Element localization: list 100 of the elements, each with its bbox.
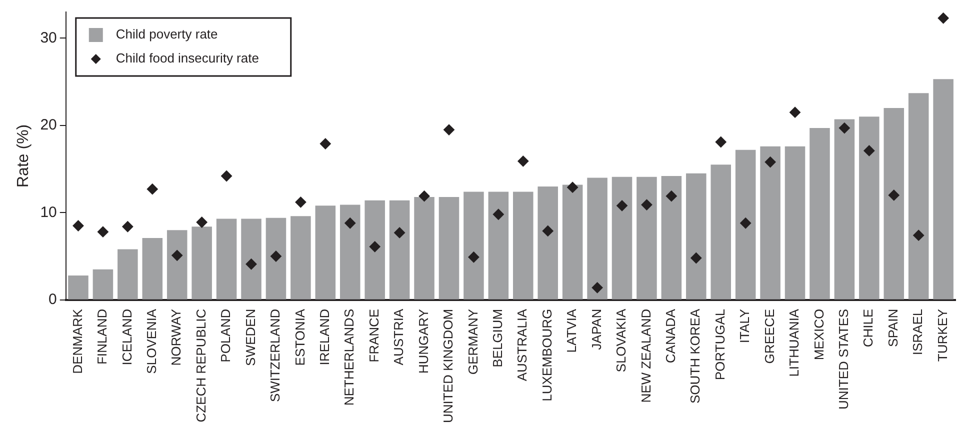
x-tick-label: SWITZERLAND bbox=[268, 308, 283, 402]
point bbox=[418, 190, 430, 202]
bar bbox=[166, 230, 188, 300]
x-tick-label: CZECH REPUBLIC bbox=[193, 308, 208, 422]
bar bbox=[784, 146, 806, 300]
bar bbox=[636, 176, 657, 300]
bar bbox=[661, 176, 682, 300]
x-tick-label: LATVIA bbox=[564, 308, 580, 353]
bar bbox=[686, 173, 706, 300]
point bbox=[394, 227, 406, 238]
point bbox=[295, 196, 306, 208]
x-tick-label: PORTUGAL bbox=[712, 308, 728, 380]
point bbox=[443, 124, 454, 136]
bar bbox=[612, 176, 632, 300]
point bbox=[122, 221, 134, 232]
x-tick-label: AUSTRIA bbox=[391, 308, 406, 366]
y-tick-label: 10 bbox=[40, 204, 57, 221]
bar bbox=[192, 226, 212, 300]
x-tick-label: SOUTH KOREA bbox=[688, 308, 703, 404]
x-tick-label: ICELAND bbox=[119, 308, 134, 366]
bar bbox=[68, 275, 88, 300]
point bbox=[740, 218, 752, 229]
x-tick-label: CANADA bbox=[663, 308, 678, 364]
point bbox=[344, 218, 356, 229]
bar bbox=[810, 128, 830, 300]
y-tick-label: 0 bbox=[48, 291, 57, 308]
point bbox=[715, 136, 726, 148]
x-tick-label: ISRAEL bbox=[910, 308, 926, 356]
point bbox=[764, 156, 776, 168]
bar bbox=[538, 186, 558, 300]
point bbox=[616, 200, 628, 212]
bar bbox=[933, 79, 954, 300]
x-tick-label: SLOVENIA bbox=[144, 308, 159, 374]
x-tick-label: ITALY bbox=[737, 308, 752, 344]
point bbox=[369, 241, 380, 252]
bar bbox=[118, 249, 138, 300]
bar bbox=[513, 192, 534, 300]
x-tick-label: BELGIUM bbox=[490, 308, 505, 368]
y-axis-title: Rate (%) bbox=[15, 124, 32, 188]
x-tick-label: POLAND bbox=[218, 308, 234, 362]
y-tick-label: 30 bbox=[40, 29, 57, 46]
point bbox=[72, 220, 84, 232]
point bbox=[492, 208, 504, 220]
x-tick-label: NORWAY bbox=[168, 308, 184, 366]
bar bbox=[389, 200, 410, 300]
bar bbox=[92, 269, 114, 300]
point bbox=[641, 199, 652, 210]
x-tick-label: GERMANY bbox=[465, 308, 480, 375]
bar bbox=[241, 218, 262, 300]
bar bbox=[340, 204, 360, 300]
point bbox=[567, 182, 578, 193]
bar bbox=[414, 196, 434, 300]
x-tick-label: SLOVAKIA bbox=[614, 308, 629, 372]
bar bbox=[438, 196, 460, 300]
bar bbox=[884, 108, 904, 300]
x-tick-label: UNITED KINGDOM bbox=[440, 308, 456, 424]
point bbox=[172, 250, 183, 261]
point bbox=[221, 170, 232, 182]
x-tick-label: IRELAND bbox=[316, 308, 332, 366]
point bbox=[542, 225, 554, 236]
point bbox=[888, 190, 900, 201]
bar bbox=[290, 216, 311, 300]
bar bbox=[834, 119, 855, 300]
point bbox=[838, 122, 850, 134]
x-tick-label: GREECE bbox=[762, 308, 777, 364]
point bbox=[592, 282, 603, 294]
point bbox=[468, 252, 480, 263]
bar bbox=[587, 178, 608, 300]
bar bbox=[488, 192, 509, 300]
point bbox=[518, 156, 529, 167]
bar bbox=[315, 206, 336, 300]
x-tick-label: SWEDEN bbox=[242, 308, 258, 366]
x-tick-label: MEXICO bbox=[811, 308, 826, 360]
legend-label: Child food insecurity rate bbox=[116, 50, 259, 66]
x-tick-label: SPAIN bbox=[885, 308, 900, 347]
point bbox=[690, 252, 702, 264]
x-tick-label: LITHUANIA bbox=[786, 308, 802, 377]
bar bbox=[216, 218, 237, 300]
x-tick-label: HUNGARY bbox=[416, 308, 431, 374]
x-tick-label: LUXEMBOURG bbox=[539, 308, 554, 402]
bar bbox=[562, 184, 583, 300]
bar bbox=[735, 150, 756, 300]
x-tick-label: TURKEY bbox=[934, 308, 950, 362]
bar bbox=[142, 238, 163, 300]
y-tick-label: 20 bbox=[40, 116, 57, 134]
bar bbox=[908, 93, 929, 300]
point bbox=[270, 250, 282, 262]
bar bbox=[266, 218, 286, 300]
x-tick-label: UNITED STATES bbox=[836, 308, 852, 410]
x-tick-label: JAPAN bbox=[588, 308, 604, 350]
bar bbox=[760, 146, 780, 300]
point bbox=[246, 258, 257, 270]
bar bbox=[364, 200, 385, 300]
x-tick-label: FINLAND bbox=[94, 308, 110, 365]
point bbox=[196, 216, 208, 228]
point bbox=[320, 138, 331, 150]
point bbox=[666, 190, 677, 202]
bar bbox=[464, 192, 484, 300]
point bbox=[146, 184, 158, 195]
x-tick-label: CHILE bbox=[860, 308, 876, 348]
